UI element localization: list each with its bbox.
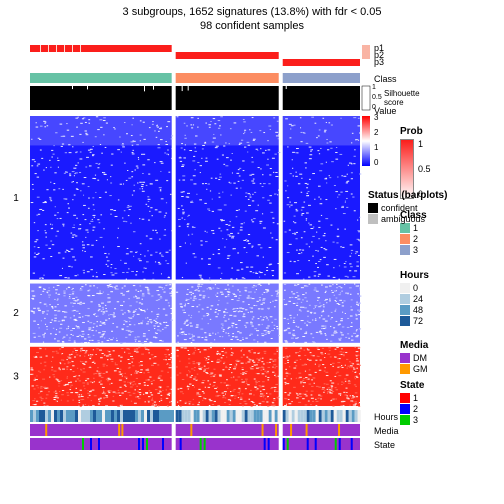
heatmap-plot: p1p2p3Class10.50Silhouettescore1233210Va… xyxy=(0,0,504,504)
legend-hours: Hours0244872 xyxy=(400,270,429,327)
svg-text:Class: Class xyxy=(374,74,397,84)
svg-text:1: 1 xyxy=(13,193,19,204)
svg-text:Hours: Hours xyxy=(374,412,399,422)
svg-text:1: 1 xyxy=(372,84,376,91)
svg-text:Value: Value xyxy=(374,106,396,116)
legend-state: State123 xyxy=(400,380,424,426)
svg-text:p3: p3 xyxy=(374,57,384,67)
legend-status (barplots): Status (barplots)confidentambiguous xyxy=(368,190,447,225)
svg-text:3: 3 xyxy=(13,371,19,382)
svg-text:State: State xyxy=(374,440,395,450)
svg-text:2: 2 xyxy=(13,308,19,319)
svg-text:0: 0 xyxy=(374,158,379,167)
legend-prob: Prob10.50 xyxy=(400,126,431,199)
svg-text:2: 2 xyxy=(374,128,379,137)
svg-text:Silhouette: Silhouette xyxy=(384,89,420,98)
svg-text:Media: Media xyxy=(374,426,399,436)
svg-text:1: 1 xyxy=(374,143,379,152)
svg-text:0.5: 0.5 xyxy=(372,94,382,101)
legend-media: MediaDMGM xyxy=(400,340,428,375)
